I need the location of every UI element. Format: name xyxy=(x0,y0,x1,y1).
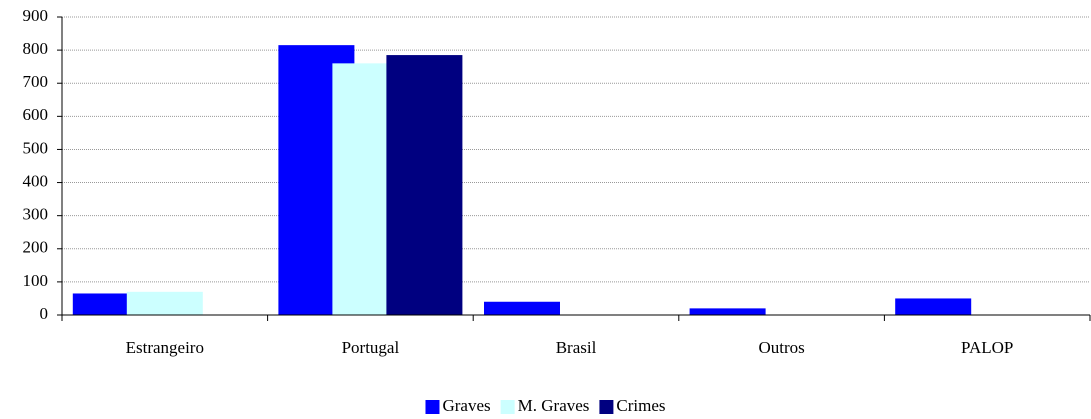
bar xyxy=(484,301,560,315)
y-tick-label: 500 xyxy=(23,138,49,157)
x-tick-label: PALOP xyxy=(961,338,1013,357)
legend-swatch xyxy=(500,400,515,414)
legend-label: M. Graves xyxy=(518,396,590,415)
legend-label: Crimes xyxy=(616,396,665,415)
y-tick-label: 300 xyxy=(23,205,49,224)
legend-label: Graves xyxy=(442,396,490,415)
x-tick-label: Portugal xyxy=(342,338,400,357)
y-tick-label: 800 xyxy=(23,39,49,58)
legend-swatch xyxy=(599,400,614,414)
bar xyxy=(689,308,766,315)
y-tick-label: 600 xyxy=(23,105,49,124)
y-tick-label: 400 xyxy=(23,171,49,190)
bar xyxy=(126,291,203,315)
y-tick-label: 700 xyxy=(23,72,49,91)
y-tick-label: 200 xyxy=(23,238,49,257)
y-tick-label: 900 xyxy=(23,6,49,25)
x-tick-label: Outros xyxy=(758,338,804,357)
bar xyxy=(895,298,972,315)
legend-swatch xyxy=(425,400,440,414)
x-tick-label: Brasil xyxy=(556,338,597,357)
x-tick-label: Estrangeiro xyxy=(126,338,204,357)
bar xyxy=(386,55,463,315)
y-tick-label: 100 xyxy=(23,271,49,290)
y-tick-label: 0 xyxy=(40,304,49,323)
